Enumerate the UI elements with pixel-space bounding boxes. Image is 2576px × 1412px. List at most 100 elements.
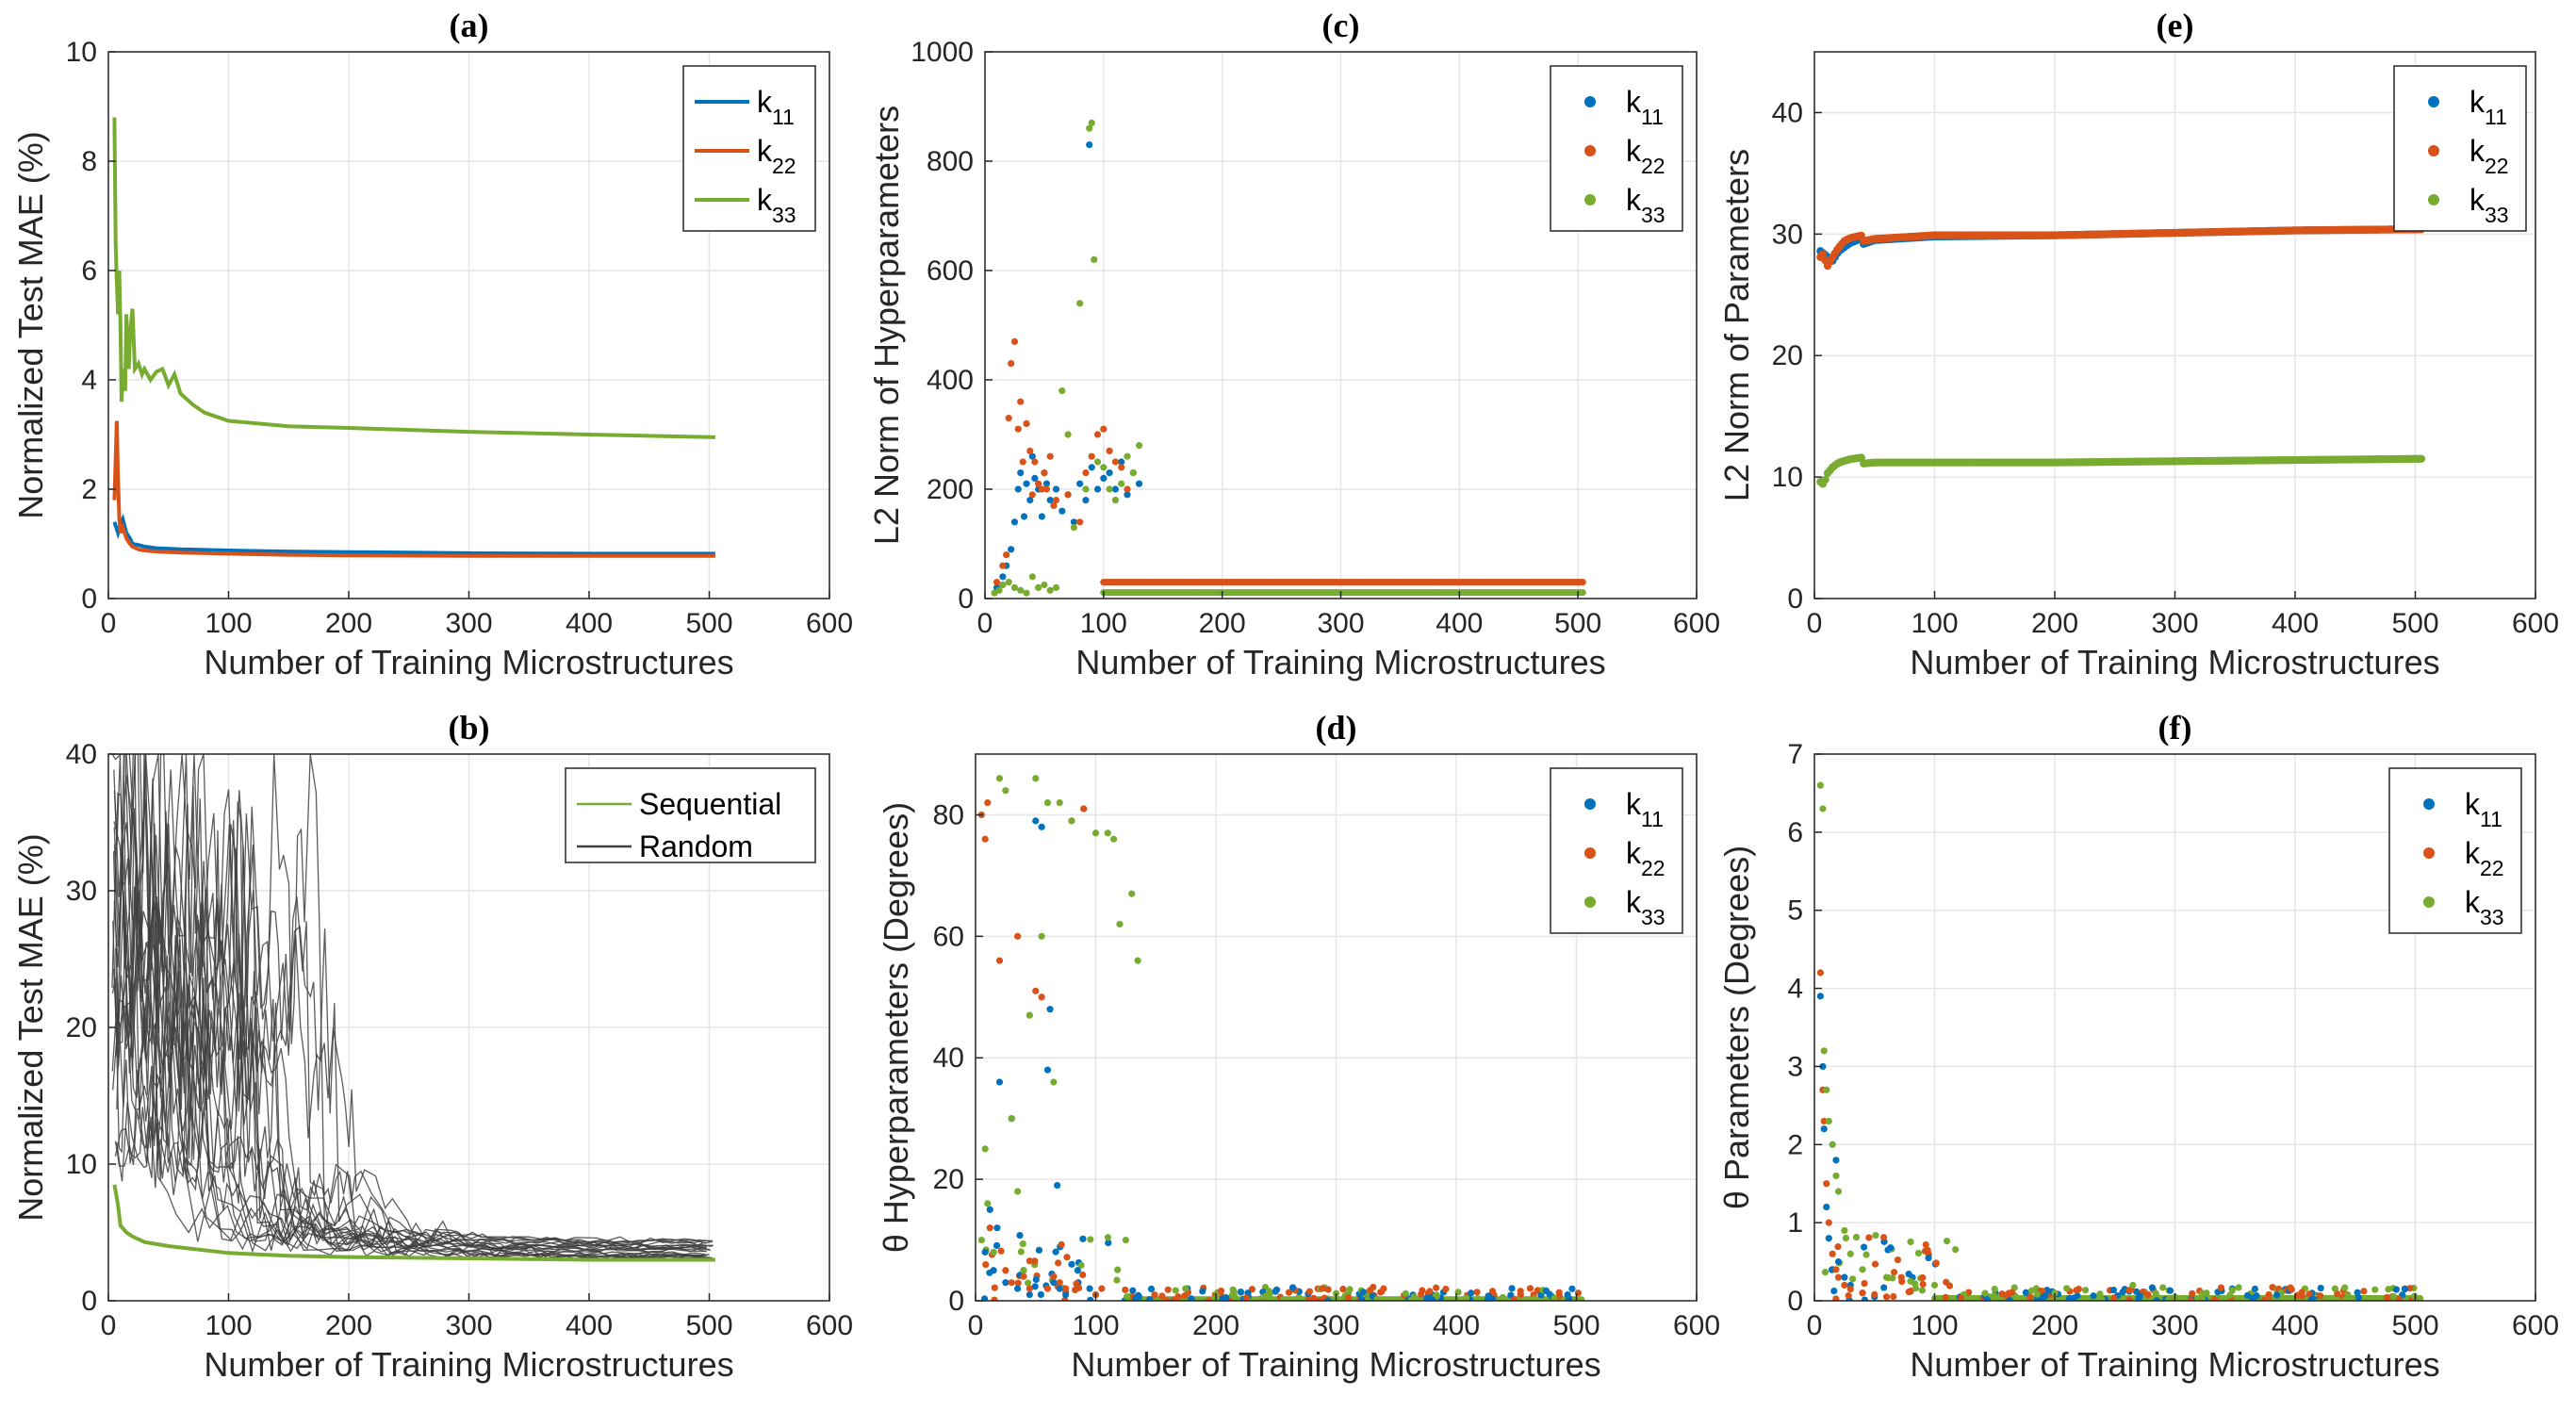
y-tick-label: 10 bbox=[66, 37, 97, 68]
x-tick-label: 0 bbox=[1807, 1310, 1823, 1341]
data-point-k22 bbox=[1035, 480, 1042, 487]
legend-swatch-k11 bbox=[2423, 798, 2435, 810]
data-point-k11 bbox=[1010, 518, 1019, 526]
data-point-k33 bbox=[1056, 798, 1063, 807]
data-point-k33 bbox=[2063, 1285, 2071, 1292]
data-point-k11 bbox=[2354, 1289, 2361, 1296]
data-point-k11 bbox=[990, 1267, 997, 1274]
data-point-k33 bbox=[2159, 1284, 2167, 1291]
data-point-k22 bbox=[1834, 1242, 1842, 1251]
x-tick-label: 400 bbox=[566, 1310, 613, 1341]
data-point-k22 bbox=[1062, 1285, 1070, 1292]
data-point-k11 bbox=[1037, 1290, 1044, 1299]
data-point-k22 bbox=[1526, 1285, 1534, 1292]
series-line-k33 bbox=[112, 117, 715, 439]
data-point-k11 bbox=[1014, 1285, 1022, 1292]
data-point-k33 bbox=[1028, 573, 1036, 581]
x-tick-label: 500 bbox=[1552, 1310, 1600, 1341]
series-line-random-10 bbox=[113, 858, 708, 1260]
data-point-k22 bbox=[1894, 1256, 1902, 1264]
data-point-k22 bbox=[1871, 1260, 1879, 1268]
y-tick-label: 800 bbox=[927, 146, 974, 177]
data-point-k11 bbox=[1016, 1231, 1024, 1240]
data-point-k11 bbox=[1032, 817, 1040, 825]
y-tick-label: 0 bbox=[81, 583, 97, 615]
y-axis-label: L2 Norm of Hyperparameters bbox=[867, 106, 906, 545]
data-point-k22 bbox=[1378, 1288, 1386, 1296]
data-point-k22 bbox=[2189, 1289, 2196, 1297]
data-point-k11 bbox=[2042, 1292, 2049, 1300]
x-tick-label: 300 bbox=[1312, 1310, 1359, 1341]
data-point-k22 bbox=[1845, 1292, 1852, 1300]
data-point-k11 bbox=[1014, 485, 1022, 493]
data-point-k33 bbox=[2051, 1289, 2059, 1297]
legend: k11 k22 k33 bbox=[2388, 767, 2522, 934]
legend-swatch-k33 bbox=[2423, 896, 2435, 908]
y-tick-label: 40 bbox=[933, 1043, 964, 1074]
data-point-k33 bbox=[1292, 1295, 1300, 1301]
data-point-k11 bbox=[1028, 452, 1036, 460]
data-point-k22 bbox=[1922, 1240, 1929, 1249]
data-point-k22 bbox=[1919, 1273, 1927, 1282]
legend-swatch-k22 bbox=[2423, 847, 2435, 859]
data-point-k11 bbox=[1070, 518, 1077, 526]
data-point-k33 bbox=[1100, 464, 1108, 471]
data-point-k22 bbox=[1488, 1288, 1497, 1295]
data-point-k22 bbox=[1008, 360, 1015, 368]
data-point-k33 bbox=[2081, 1287, 2090, 1294]
x-tick-label: 200 bbox=[1192, 1310, 1239, 1341]
data-point-k22 bbox=[1816, 969, 1824, 977]
legend: k11 k22 k33 bbox=[2393, 65, 2527, 232]
data-point-k11 bbox=[1031, 474, 1039, 482]
legend-swatch-k33 bbox=[1584, 896, 1596, 908]
data-point-k11 bbox=[1820, 1125, 1828, 1133]
data-point-k11 bbox=[981, 1248, 989, 1256]
data-point-k11 bbox=[2392, 1286, 2401, 1293]
series-line-random-15 bbox=[115, 754, 708, 1254]
data-point-k33 bbox=[2226, 1291, 2234, 1299]
legend-label-k22: k22 bbox=[757, 134, 796, 178]
data-point-k33 bbox=[1279, 1296, 1288, 1301]
data-point-k11 bbox=[1086, 141, 1093, 149]
data-point-k11 bbox=[1147, 1285, 1156, 1293]
data-point-k11 bbox=[1135, 1291, 1142, 1299]
data-point-k22 bbox=[1032, 987, 1040, 994]
data-point-k33 bbox=[1256, 1295, 1264, 1301]
y-axis-label: Normalized Test MAE (%) bbox=[11, 131, 50, 518]
data-point-k11 bbox=[1020, 513, 1028, 520]
data-point-k22 bbox=[995, 957, 1004, 964]
data-point-k11 bbox=[1038, 513, 1045, 520]
data-point-k11 bbox=[2153, 1297, 2160, 1301]
data-point-k33 bbox=[1118, 480, 1125, 487]
data-point-k11 bbox=[1052, 485, 1060, 493]
data-point-k22 bbox=[1002, 1267, 1009, 1274]
data-point-k11 bbox=[1032, 1275, 1040, 1284]
legend-label-k11: k11 bbox=[1626, 85, 1664, 129]
y-tick-label: 20 bbox=[933, 1164, 964, 1195]
x-tick-label: 0 bbox=[1807, 608, 1823, 639]
data-point-k33 bbox=[2371, 1286, 2379, 1293]
data-point-k11 bbox=[1359, 1289, 1367, 1296]
y-tick-label: 40 bbox=[1772, 97, 1803, 128]
data-point-k33 bbox=[1994, 1297, 2001, 1301]
x-tick-label: 200 bbox=[325, 608, 372, 639]
data-point-k22 bbox=[1832, 1295, 1840, 1301]
data-point-k22 bbox=[1871, 1290, 1879, 1298]
data-point-k11 bbox=[1023, 480, 1030, 487]
data-point-k33 bbox=[2165, 1296, 2173, 1301]
data-point-k11 bbox=[1105, 1239, 1112, 1247]
data-point-k33 bbox=[1433, 1291, 1440, 1299]
data-point-k33 bbox=[2129, 1281, 2137, 1289]
data-point-k22 bbox=[1367, 1287, 1374, 1294]
data-point-k22 bbox=[1080, 805, 1088, 813]
data-point-k11 bbox=[2251, 1285, 2259, 1293]
data-point-k22 bbox=[1118, 464, 1125, 471]
data-point-k22 bbox=[2383, 1293, 2391, 1301]
data-point-k33 bbox=[1068, 817, 1075, 825]
legend-swatch-k11 bbox=[2428, 96, 2439, 107]
data-point-k22 bbox=[999, 562, 1007, 569]
data-point-k22 bbox=[1082, 469, 1090, 477]
legend-swatch-k11 bbox=[1584, 798, 1596, 810]
y-tick-label: 30 bbox=[1772, 219, 1803, 250]
data-point-k33 bbox=[1087, 1236, 1094, 1243]
